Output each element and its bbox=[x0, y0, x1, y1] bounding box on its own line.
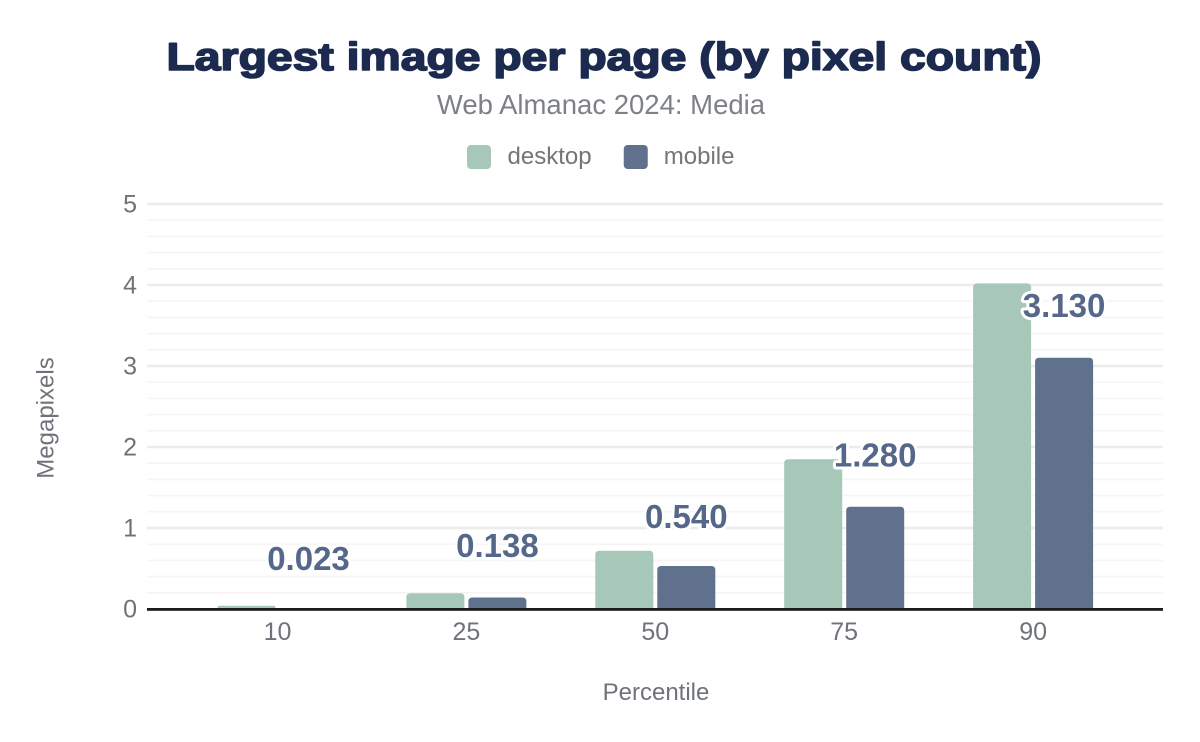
svg-text:Megapixels: Megapixels bbox=[33, 357, 60, 478]
svg-text:0.138: 0.138 bbox=[456, 527, 539, 564]
svg-text:10: 10 bbox=[264, 618, 292, 646]
svg-text:Percentile: Percentile bbox=[603, 679, 710, 706]
svg-text:5: 5 bbox=[123, 191, 137, 219]
svg-text:3.130: 3.130 bbox=[1023, 287, 1106, 324]
svg-text:Largest image per page (by pix: Largest image per page (by pixel count) bbox=[167, 36, 1042, 79]
svg-text:50: 50 bbox=[641, 618, 669, 646]
svg-text:4: 4 bbox=[123, 272, 137, 300]
svg-text:3: 3 bbox=[123, 353, 137, 381]
svg-text:0.023: 0.023 bbox=[267, 540, 350, 577]
svg-text:25: 25 bbox=[452, 618, 480, 646]
svg-text:2: 2 bbox=[123, 434, 137, 462]
svg-text:mobile: mobile bbox=[664, 143, 735, 170]
svg-text:0.540: 0.540 bbox=[645, 498, 728, 535]
svg-text:Web Almanac 2024: Media: Web Almanac 2024: Media bbox=[437, 89, 766, 120]
svg-text:1.280: 1.280 bbox=[834, 437, 917, 474]
svg-text:90: 90 bbox=[1019, 618, 1047, 646]
svg-text:1: 1 bbox=[123, 515, 137, 543]
svg-text:0: 0 bbox=[123, 596, 137, 624]
svg-text:desktop: desktop bbox=[508, 143, 592, 170]
svg-text:75: 75 bbox=[830, 618, 858, 646]
